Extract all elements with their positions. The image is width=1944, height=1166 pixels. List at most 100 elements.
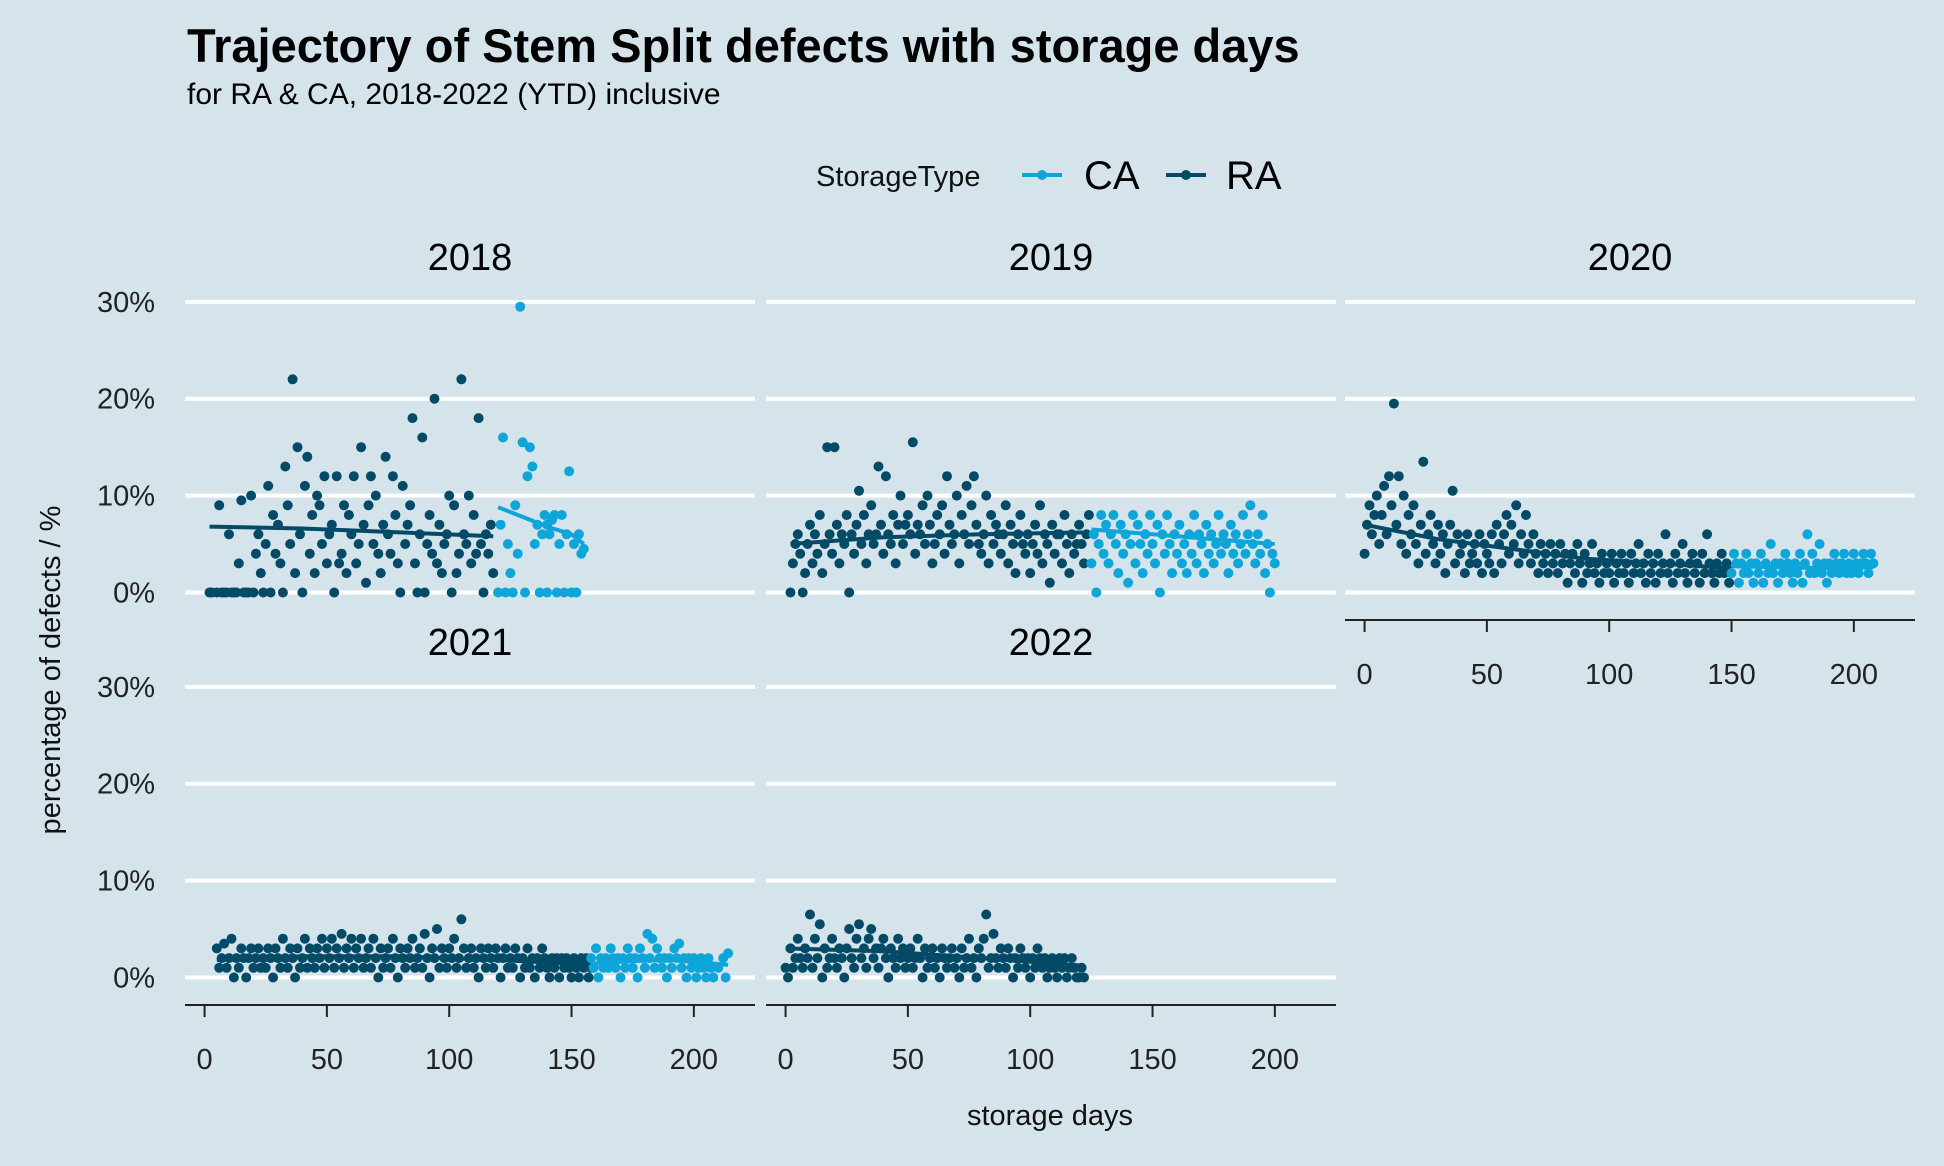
point-CA-2019-32: [1164, 539, 1175, 549]
point-RA-2018-67: [434, 519, 445, 530]
point-RA-2021-101: [458, 943, 469, 954]
point-RA-2021-15: [248, 962, 259, 973]
point-RA-2019-51: [920, 539, 930, 549]
point-CA-2018-20: [544, 529, 555, 540]
point-RA-2021-51: [336, 928, 347, 939]
point-RA-2022-54: [912, 933, 923, 944]
point-CA-2020-25: [1787, 577, 1798, 588]
facet-panel-2020: 2020 0 50 100 150 200: [1345, 237, 1915, 691]
point-RA-2022-78: [971, 972, 982, 983]
point-RA-2022-103: [1032, 943, 1043, 954]
point-RA-2018-100: [334, 558, 345, 569]
point-RA-2021-77: [400, 962, 411, 973]
point-RA-2020-72: [1535, 539, 1546, 549]
point-CA-2020-54: [1858, 548, 1869, 559]
point-RA-2020-16: [1398, 490, 1409, 501]
point-RA-2021-105: [468, 962, 479, 973]
point-CA-2019-37: [1176, 558, 1187, 569]
point-CA-2019-46: [1198, 568, 1209, 579]
point-RA-2022-11: [807, 962, 818, 973]
point-RA-2020-134: [1687, 548, 1698, 559]
point-RA-2022-56: [917, 972, 928, 983]
point-CA-2021-19: [632, 972, 643, 983]
point-RA-2020-59: [1503, 548, 1514, 559]
point-RA-2019-53: [924, 519, 935, 530]
point-RA-2021-17: [253, 943, 264, 954]
point-RA-2021-0: [211, 943, 222, 954]
point-RA-2019-49: [912, 519, 923, 530]
point-RA-2021-59: [356, 933, 367, 944]
point-RA-2021-133: [537, 943, 548, 954]
point-CA-2020-57: [1866, 548, 1876, 559]
point-RA-2019-113: [885, 539, 896, 549]
series-CA-2018: [493, 301, 589, 598]
point-RA-2018-22: [287, 374, 298, 385]
point-RA-2018-79: [473, 413, 484, 424]
trend-line-CA-2021: [590, 957, 729, 967]
point-CA-2021-15: [622, 943, 633, 954]
point-RA-2020-127: [1670, 548, 1681, 559]
point-CA-2021-29: [657, 962, 667, 973]
point-RA-2022-114: [1059, 953, 1070, 964]
point-RA-2018-35: [329, 587, 340, 598]
point-RA-2021-53: [341, 943, 352, 954]
point-RA-2019-9: [807, 558, 818, 569]
point-RA-2018-5: [224, 529, 234, 540]
point-RA-2018-7: [233, 558, 244, 569]
point-RA-2021-145: [566, 972, 577, 983]
point-RA-2019-21: [836, 529, 847, 540]
point-RA-2020-28: [1428, 539, 1439, 549]
point-CA-2018-18: [539, 510, 550, 520]
point-RA-2021-146: [569, 953, 579, 964]
point-RA-2018-77: [466, 558, 477, 569]
point-CA-2019-42: [1189, 510, 1200, 520]
point-RA-2019-87: [1020, 548, 1031, 559]
x-tick-label-2021-3: 150: [547, 1044, 595, 1076]
point-CA-2019-3: [1093, 539, 1104, 549]
point-RA-2021-130: [529, 972, 540, 983]
point-RA-2018-109: [422, 539, 433, 549]
point-CA-2019-21: [1137, 568, 1148, 579]
trend-line-RA-2018: [209, 524, 494, 539]
point-RA-2020-25: [1420, 548, 1431, 559]
point-RA-2019-61: [946, 539, 957, 549]
point-RA-2018-51: [380, 451, 391, 462]
point-CA-2019-17: [1128, 510, 1138, 520]
point-CA-2020-37: [1817, 568, 1827, 579]
point-RA-2018-26: [299, 480, 310, 491]
point-RA-2018-47: [368, 539, 379, 549]
point-RA-2019-45: [902, 510, 913, 520]
point-RA-2019-20: [834, 558, 845, 569]
point-RA-2021-135: [542, 962, 553, 973]
point-RA-2020-67: [1523, 539, 1534, 549]
point-RA-2019-1: [787, 558, 798, 569]
point-CA-2019-41: [1186, 548, 1197, 559]
point-RA-2019-13: [817, 568, 828, 579]
point-CA-2021-33: [666, 962, 677, 973]
point-CA-2021-41: [686, 962, 697, 973]
point-RA-2018-8: [236, 495, 247, 506]
trend-line-CA-2019: [1091, 527, 1275, 546]
point-RA-2018-50: [378, 519, 389, 530]
point-RA-2022-49: [900, 962, 911, 973]
point-CA-2020-44: [1834, 568, 1845, 579]
point-RA-2020-79: [1552, 568, 1563, 579]
point-CA-2020-36: [1814, 539, 1825, 549]
point-RA-2021-118: [500, 943, 511, 954]
point-RA-2019-36: [876, 519, 886, 530]
point-RA-2020-102: [1609, 577, 1620, 588]
point-CA-2019-25: [1147, 539, 1158, 549]
point-RA-2018-104: [373, 548, 384, 559]
point-RA-2021-81: [410, 962, 420, 973]
point-RA-2020-24: [1418, 456, 1429, 467]
point-RA-2022-31: [856, 953, 867, 964]
point-RA-2022-73: [959, 962, 970, 973]
point-RA-2020-13: [1391, 519, 1402, 530]
point-RA-2022-87: [993, 962, 1004, 973]
point-CA-2020-34: [1809, 568, 1820, 579]
point-RA-2021-111: [483, 943, 494, 954]
point-RA-2020-109: [1626, 548, 1637, 559]
point-RA-2020-32: [1437, 529, 1448, 540]
point-RA-2019-12: [814, 510, 825, 520]
point-RA-2020-105: [1616, 548, 1627, 559]
